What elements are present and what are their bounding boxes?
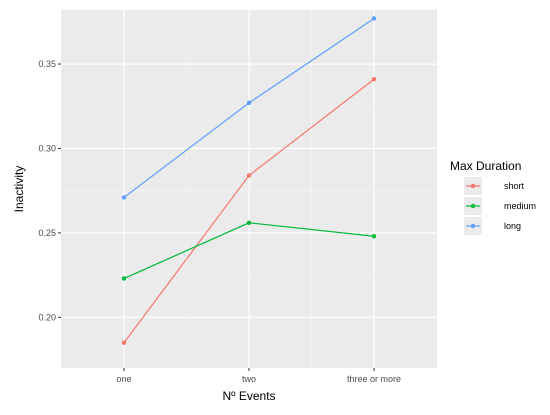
y-tick-label: 0.30	[38, 143, 56, 153]
data-point-short	[246, 173, 252, 178]
data-point-short	[371, 77, 377, 82]
y-axis: 0.20 0.25 0.30 0.35	[38, 59, 61, 322]
data-point-short	[121, 340, 127, 345]
series-points	[121, 16, 377, 345]
x-tick-label: one	[116, 374, 131, 384]
legend: Max Duration short medium long	[450, 159, 536, 235]
data-point-long	[121, 195, 127, 200]
data-point-medium	[371, 234, 377, 239]
data-point-long	[371, 16, 377, 21]
y-axis-title: Inactivity	[12, 166, 26, 213]
x-tick-label: two	[242, 374, 256, 384]
legend-title: Max Duration	[450, 159, 521, 173]
data-point-medium	[246, 220, 252, 225]
x-axis: one two three or more	[116, 368, 401, 384]
y-tick-label: 0.20	[38, 312, 56, 322]
grid-major	[61, 10, 437, 368]
legend-label-short: short	[504, 181, 525, 191]
x-tick-label: three or more	[347, 374, 401, 384]
legend-label-long: long	[504, 221, 521, 231]
data-point-long	[246, 100, 252, 106]
legend-key-point	[470, 203, 476, 209]
legend-label-medium: medium	[504, 201, 536, 211]
legend-key-point	[470, 183, 476, 189]
x-axis-title: Nº Events	[222, 389, 275, 403]
legend-keys: short medium long	[464, 177, 536, 235]
data-point-medium	[121, 276, 127, 281]
y-tick-label: 0.35	[38, 59, 56, 69]
y-tick-label: 0.25	[38, 228, 56, 238]
legend-key-point	[470, 223, 476, 229]
